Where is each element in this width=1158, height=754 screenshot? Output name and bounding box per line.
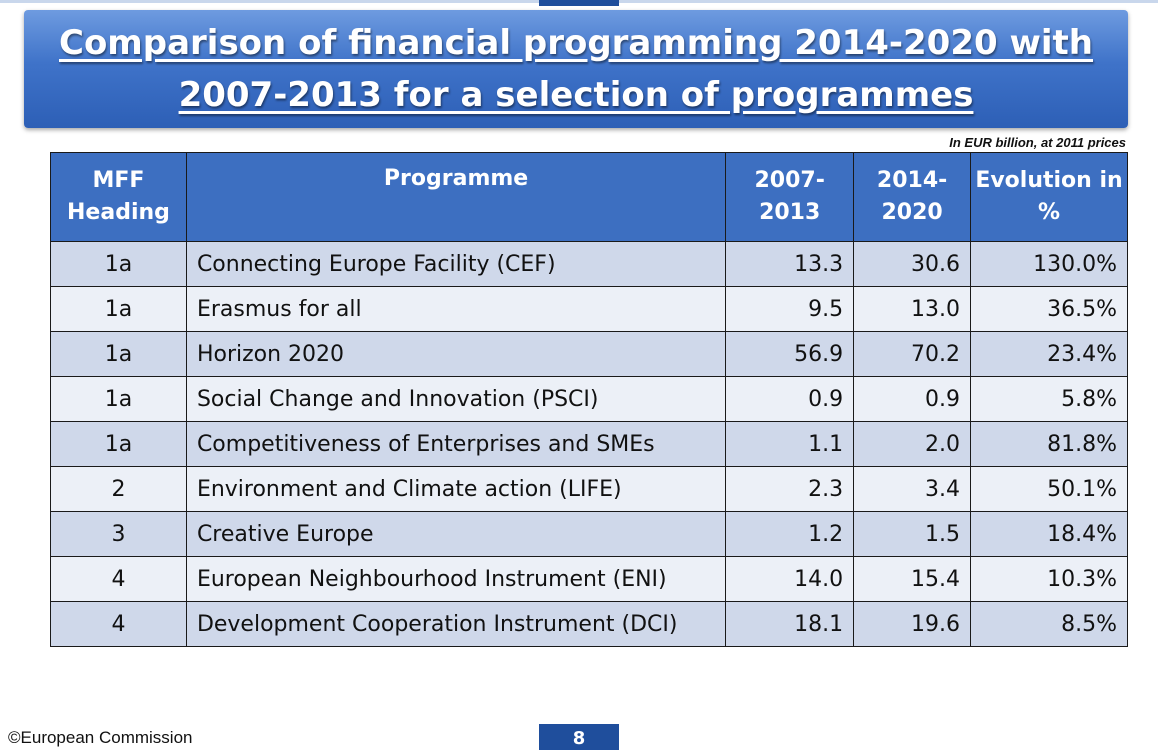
cell-evolution: 23.4% bbox=[970, 331, 1128, 377]
cell-2014-2020: 13.0 bbox=[853, 286, 972, 332]
header-mff-heading: MFF Heading bbox=[50, 152, 187, 242]
cell-evolution: 50.1% bbox=[970, 466, 1128, 512]
cell-mff-heading: 4 bbox=[50, 556, 187, 602]
cell-2014-2020: 3.4 bbox=[853, 466, 972, 512]
header-2007-2013: 2007- 2013 bbox=[725, 152, 855, 242]
header-evolution: Evolution in % bbox=[970, 152, 1128, 242]
cell-2014-2020: 30.6 bbox=[853, 241, 972, 287]
cell-2007-2013: 1.1 bbox=[725, 421, 855, 467]
cell-evolution: 5.8% bbox=[970, 376, 1128, 422]
cell-programme: Creative Europe bbox=[185, 511, 727, 557]
cell-programme: Social Change and Innovation (PSCI) bbox=[185, 376, 727, 422]
slide-title-line-2: 2007-2013 for a selection of programmes bbox=[178, 75, 974, 115]
cell-evolution: 81.8% bbox=[970, 421, 1128, 467]
cell-programme: Competitiveness of Enterprises and SMEs bbox=[185, 421, 727, 467]
table-row: 1a Social Change and Innovation (PSCI) 0… bbox=[50, 376, 1128, 422]
cell-2007-2013: 18.1 bbox=[725, 601, 855, 647]
table-row: 4 Development Cooperation Instrument (DC… bbox=[50, 601, 1128, 647]
cell-mff-heading: 1a bbox=[50, 421, 187, 467]
cell-2007-2013: 13.3 bbox=[725, 241, 855, 287]
cell-programme: European Neighbourhood Instrument (ENI) bbox=[185, 556, 727, 602]
cell-programme: Erasmus for all bbox=[185, 286, 727, 332]
cell-2007-2013: 0.9 bbox=[725, 376, 855, 422]
cell-evolution: 130.0% bbox=[970, 241, 1128, 287]
slide-title-line-1: Comparison of financial programming 2014… bbox=[59, 23, 1093, 63]
cell-evolution: 10.3% bbox=[970, 556, 1128, 602]
cell-2014-2020: 2.0 bbox=[853, 421, 972, 467]
cell-mff-heading: 1a bbox=[50, 376, 187, 422]
cell-2007-2013: 56.9 bbox=[725, 331, 855, 377]
header-2014-2020: 2014- 2020 bbox=[853, 152, 972, 242]
cell-mff-heading: 2 bbox=[50, 466, 187, 512]
units-note: In EUR billion, at 2011 prices bbox=[949, 135, 1126, 150]
cell-2007-2013: 9.5 bbox=[725, 286, 855, 332]
table-row: 1a Connecting Europe Facility (CEF) 13.3… bbox=[50, 241, 1128, 287]
header-programme: Programme bbox=[185, 152, 727, 242]
cell-programme: Horizon 2020 bbox=[185, 331, 727, 377]
cell-evolution: 18.4% bbox=[970, 511, 1128, 557]
cell-2014-2020: 1.5 bbox=[853, 511, 972, 557]
programme-comparison-table: MFF Heading Programme 2007- 2013 2014- 2… bbox=[50, 152, 1128, 647]
table-row: 4 European Neighbourhood Instrument (ENI… bbox=[50, 556, 1128, 602]
cell-2014-2020: 0.9 bbox=[853, 376, 972, 422]
cell-2007-2013: 1.2 bbox=[725, 511, 855, 557]
cell-programme: Environment and Climate action (LIFE) bbox=[185, 466, 727, 512]
cell-mff-heading: 1a bbox=[50, 286, 187, 332]
cell-mff-heading: 4 bbox=[50, 601, 187, 647]
cell-2007-2013: 2.3 bbox=[725, 466, 855, 512]
cell-2014-2020: 70.2 bbox=[853, 331, 972, 377]
cell-2014-2020: 15.4 bbox=[853, 556, 972, 602]
top-tab bbox=[539, 0, 619, 6]
table-row: 2 Environment and Climate action (LIFE) … bbox=[50, 466, 1128, 512]
title-banner: Comparison of financial programming 2014… bbox=[24, 10, 1128, 128]
table-row: 3 Creative Europe 1.2 1.5 18.4% bbox=[50, 511, 1128, 557]
cell-evolution: 36.5% bbox=[970, 286, 1128, 332]
cell-mff-heading: 1a bbox=[50, 241, 187, 287]
cell-programme: Connecting Europe Facility (CEF) bbox=[185, 241, 727, 287]
cell-mff-heading: 1a bbox=[50, 331, 187, 377]
table-row: 1a Horizon 2020 56.9 70.2 23.4% bbox=[50, 331, 1128, 377]
cell-2014-2020: 19.6 bbox=[853, 601, 972, 647]
cell-mff-heading: 3 bbox=[50, 511, 187, 557]
cell-programme: Development Cooperation Instrument (DCI) bbox=[185, 601, 727, 647]
footer-copyright: ©European Commission bbox=[8, 728, 193, 747]
table-header-row: MFF Heading Programme 2007- 2013 2014- 2… bbox=[50, 152, 1128, 242]
page-number: 8 bbox=[539, 724, 619, 750]
cell-2007-2013: 14.0 bbox=[725, 556, 855, 602]
table-row: 1a Competitiveness of Enterprises and SM… bbox=[50, 421, 1128, 467]
cell-evolution: 8.5% bbox=[970, 601, 1128, 647]
table-row: 1a Erasmus for all 9.5 13.0 36.5% bbox=[50, 286, 1128, 332]
